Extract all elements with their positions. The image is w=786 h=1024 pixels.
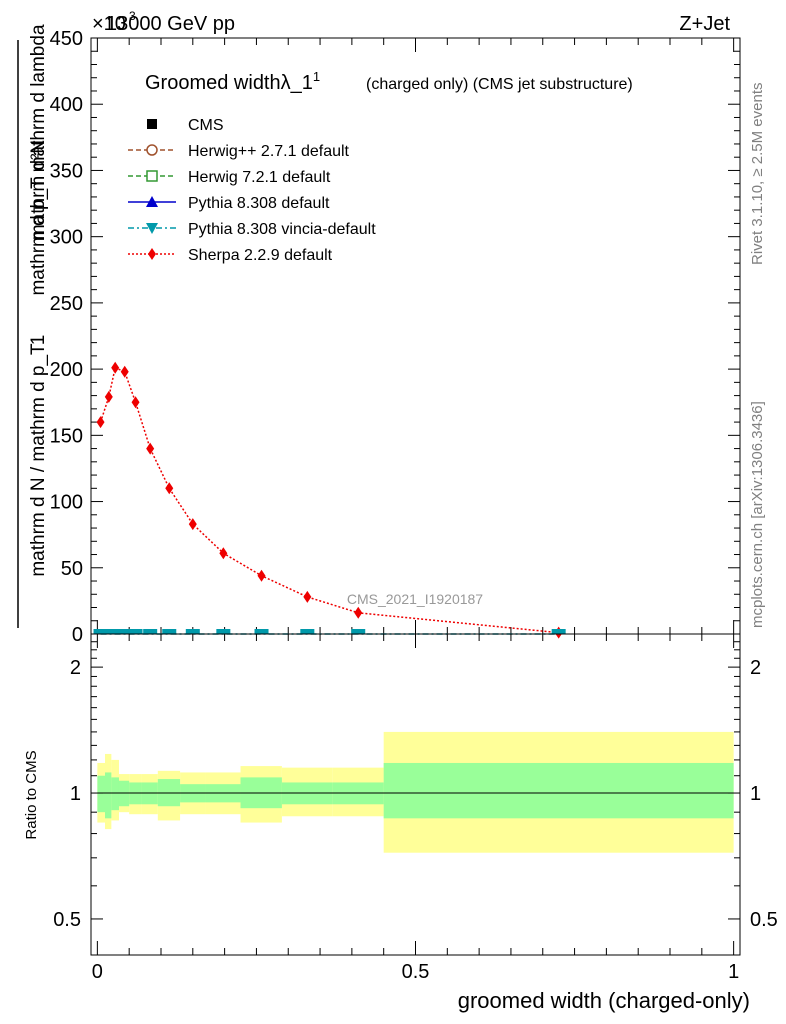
- sherpa-point: [111, 361, 120, 374]
- x-tick-label: 1: [728, 961, 739, 983]
- plot-title-text: Groomed widthλ_1: [145, 72, 313, 94]
- legend-marker-circle: [146, 144, 158, 156]
- exponent-label: ×10: [92, 13, 126, 35]
- sherpa-point: [104, 390, 113, 403]
- sherpa-line: [99, 366, 559, 634]
- ratio-tick-label-right: 1: [750, 783, 761, 805]
- legend-label: Sherpa 2.2.9 default: [188, 247, 333, 264]
- legend-label: Pythia 8.308 default: [188, 195, 330, 212]
- vincia-point: [108, 629, 123, 634]
- energy-label: 13000 GeV pp: [106, 13, 235, 35]
- y-tick-label: 250: [50, 293, 83, 315]
- y-tick-label: 450: [50, 28, 83, 50]
- ratio-x-axis: 0 0.5 1: [92, 634, 739, 983]
- main-y-label: 1 mathrm d²N mathrm d p_T mathrm d lambd…: [17, 24, 49, 628]
- series-layer: [93, 361, 566, 639]
- y-label-numerator: mathrm d²N: [28, 140, 49, 240]
- vincia-point: [351, 629, 366, 634]
- ratio-tick-label-right: 0.5: [750, 909, 778, 931]
- sherpa-point: [146, 442, 155, 455]
- analysis-watermark: CMS_2021_I1920187: [347, 591, 483, 607]
- y-tick-label: 200: [50, 359, 83, 381]
- sherpa-point: [120, 365, 129, 378]
- x-tick-label: 0: [92, 961, 103, 983]
- legend: CMS Herwig++ 2.7.1 default Herwig 7.2.1 de…: [128, 117, 376, 264]
- sherpa-point: [303, 590, 312, 603]
- ratio-bands: [97, 731, 734, 853]
- legend-label: Herwig 7.2.1 default: [188, 169, 331, 186]
- y-tick-label: 50: [61, 558, 83, 580]
- sherpa-point: [354, 606, 363, 619]
- ratio-tick-label: 2: [70, 657, 81, 679]
- plot-title-superscript: 1: [313, 69, 320, 84]
- y-label-prefix-numerator: 1: [28, 335, 49, 346]
- legend-marker-triangle-down: [146, 223, 158, 234]
- stat-uncertainty-band: [111, 777, 119, 811]
- y-tick-label: 350: [50, 160, 83, 182]
- y-label-denominator: mathrm d p_T mathrm d lambda: [28, 24, 49, 295]
- y-tick-label: 0: [72, 624, 83, 646]
- legend-marker-open-square: [146, 170, 158, 182]
- legend-label: CMS: [188, 117, 224, 134]
- vincia-point: [162, 629, 177, 634]
- vincia-point: [216, 629, 231, 634]
- plot-subtitle: (charged only) (CMS jet substructure): [366, 76, 633, 93]
- vincia-point: [117, 629, 132, 634]
- legend-marker-triangle-up: [146, 196, 158, 207]
- ratio-y-axis: 0.5 0.5 1 1 2 2: [53, 641, 778, 931]
- sherpa-point: [188, 518, 197, 531]
- sherpa-point: [131, 396, 140, 409]
- ratio-tick-label: 1: [70, 783, 81, 805]
- vincia-point: [93, 629, 108, 634]
- vincia-point: [185, 629, 200, 634]
- y-tick-label: 150: [50, 425, 83, 447]
- vincia-point: [254, 629, 269, 634]
- legend-label: Pythia 8.308 vincia-default: [188, 221, 376, 238]
- y-tick-label: 400: [50, 94, 83, 116]
- stat-uncertainty-band: [97, 775, 105, 813]
- mcplots-label: mcplots.cern.ch [arXiv:1306.3436]: [749, 401, 766, 628]
- process-label: Z+Jet: [679, 13, 730, 35]
- plot-title: Groomed widthλ_11: [145, 69, 320, 94]
- exponent-power: 3: [129, 9, 136, 23]
- ratio-y-label: Ratio to CMS: [23, 750, 40, 839]
- sherpa-point: [219, 547, 228, 560]
- main-y-axis: 0 50 100 150 200 250 300 350 400 450: [50, 28, 740, 646]
- y-tick-label: 100: [50, 492, 83, 514]
- legend-marker-diamond: [148, 248, 156, 260]
- ratio-tick-label: 0.5: [53, 909, 81, 931]
- y-label-prefix-denominator: mathrm d N / mathrm d p_T: [28, 343, 49, 577]
- sherpa-point: [96, 416, 105, 429]
- x-tick-label: 0.5: [402, 961, 430, 983]
- vincia-point: [551, 629, 566, 634]
- legend-marker-square: [147, 119, 157, 129]
- y-tick-label: 300: [50, 227, 83, 249]
- stat-uncertainty-band: [383, 762, 734, 819]
- vincia-point: [300, 629, 315, 634]
- ratio-tick-label-right: 2: [750, 657, 761, 679]
- rivet-version-label: Rivet 3.1.10, ≥ 2.5M events: [749, 83, 766, 266]
- legend-label: Herwig++ 2.7.1 default: [188, 143, 350, 160]
- sherpa-point: [165, 482, 174, 495]
- x-axis-label: groomed width (charged-only): [458, 988, 750, 1013]
- vincia-point: [128, 629, 143, 634]
- sherpa-point: [257, 569, 266, 582]
- vincia-point: [143, 629, 158, 634]
- stat-uncertainty-band: [104, 772, 112, 819]
